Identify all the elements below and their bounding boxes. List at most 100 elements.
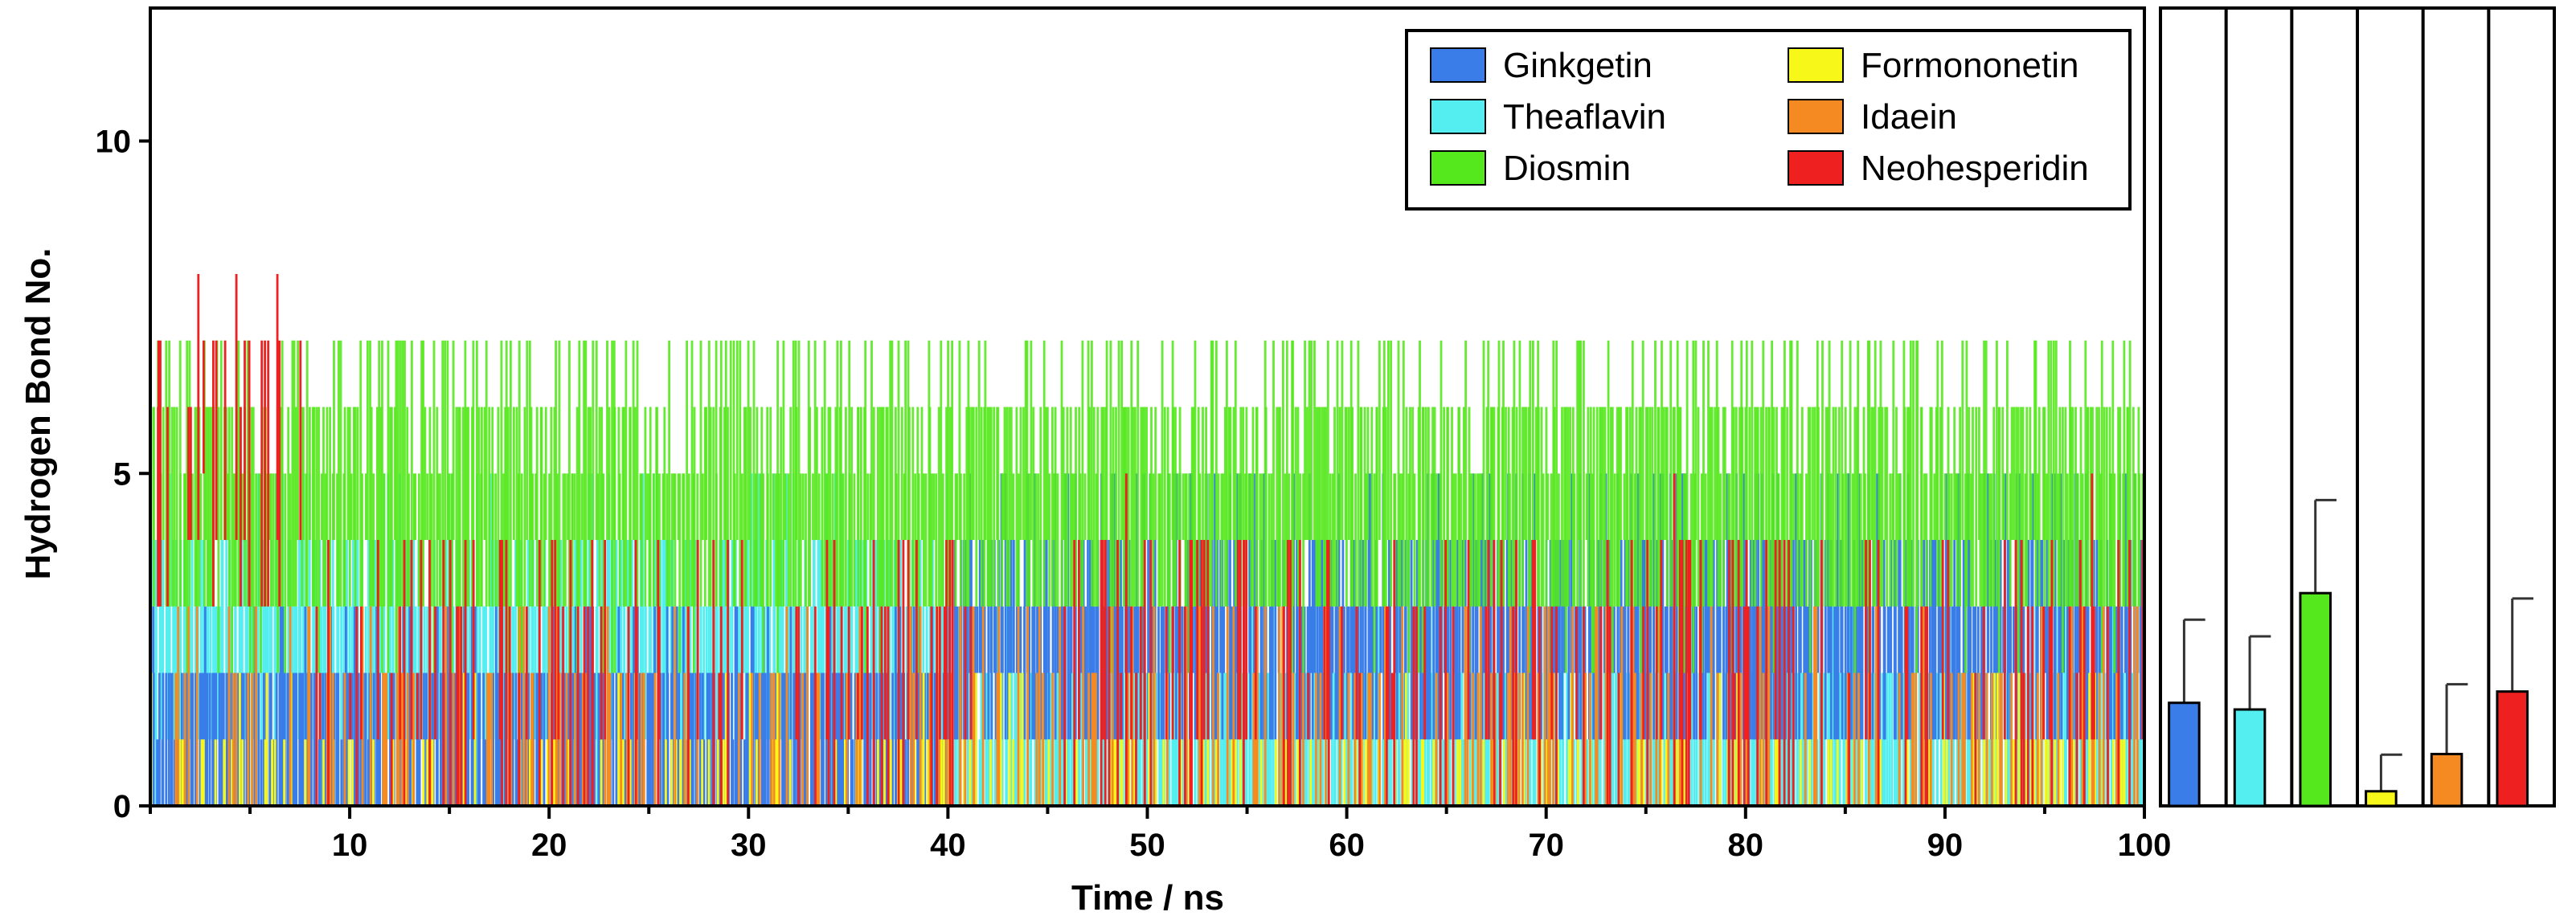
hbond-bar xyxy=(1341,340,1344,541)
hbond-bar xyxy=(315,606,318,807)
hbond-bar xyxy=(1120,540,1122,673)
hbond-bar xyxy=(1805,473,1808,607)
hbond-bar xyxy=(1345,407,1348,607)
hbond-bar xyxy=(872,407,875,607)
hbond-bar xyxy=(535,673,539,806)
hbond-bar xyxy=(268,606,271,673)
hbond-bar xyxy=(1389,540,1391,740)
hbond-bar xyxy=(1874,606,1878,807)
hbond-bar xyxy=(1476,540,1479,740)
hbond-bar xyxy=(2123,340,2126,607)
hbond-bar xyxy=(1870,673,1873,806)
hbond-bar xyxy=(602,473,605,673)
hbond-bar xyxy=(1886,673,1889,806)
hbond-bar xyxy=(634,407,637,540)
hbond-bar xyxy=(565,673,568,806)
hbond-bar xyxy=(1953,407,1956,540)
hbond-bar xyxy=(712,407,715,607)
hbond-bar xyxy=(1152,473,1155,607)
hbond-bar xyxy=(158,340,160,607)
hbond-bar xyxy=(403,340,406,607)
hbond-bar xyxy=(760,407,764,607)
hbond-bar xyxy=(948,540,952,806)
hbond-bar xyxy=(562,606,564,807)
hbond-bar xyxy=(2095,407,2099,540)
hbond-bar xyxy=(1673,473,1676,807)
hbond-bar xyxy=(1748,407,1751,540)
hbond-bar xyxy=(1367,673,1370,806)
hbond-bar xyxy=(1385,407,1387,607)
hbond-bar xyxy=(1841,340,1844,607)
hbond-bar xyxy=(579,540,583,740)
hbond-bar xyxy=(775,473,777,607)
hbond-bar xyxy=(211,673,214,806)
hbond-bar xyxy=(858,606,862,807)
hbond-bar xyxy=(608,673,612,806)
hbond-bar xyxy=(190,407,192,540)
hbond-bar xyxy=(615,540,618,740)
hbond-bar xyxy=(978,540,981,673)
hbond-bar xyxy=(1813,407,1816,607)
hbond-bar xyxy=(2098,673,2101,806)
hbond-bar xyxy=(976,606,979,673)
hbond-bar xyxy=(1261,473,1263,607)
hbond-bar xyxy=(1154,407,1157,540)
hbond-bar xyxy=(199,673,202,806)
hbond-bar xyxy=(1360,407,1363,607)
hbond-bar xyxy=(179,540,182,740)
hbond-bar xyxy=(831,673,834,806)
hbond-bar xyxy=(385,673,388,806)
hbond-bar xyxy=(458,407,461,607)
hbond-bar xyxy=(1352,540,1354,740)
hbond-bar xyxy=(1315,673,1317,806)
hbond-bar xyxy=(617,673,620,806)
hbond-bar xyxy=(483,407,486,540)
hbond-bar xyxy=(1830,473,1833,607)
hbond-bar xyxy=(532,540,534,740)
hbond-bar xyxy=(477,407,481,607)
hbond-bar xyxy=(1255,606,1259,807)
legend-label: Formononetin xyxy=(1861,46,2078,85)
hbond-bar xyxy=(1490,673,1493,806)
hbond-bar xyxy=(326,407,329,540)
hbond-bar xyxy=(2062,407,2064,673)
hbond-bar xyxy=(805,673,807,806)
hbond-bar xyxy=(550,407,553,607)
hbond-bar xyxy=(900,407,903,540)
hbond-bar xyxy=(548,473,551,607)
hbond-bar xyxy=(1431,407,1434,540)
hbond-bar xyxy=(343,407,346,607)
hbond-bar xyxy=(2026,606,2029,807)
hbond-bar xyxy=(735,340,739,541)
hbond-bar xyxy=(313,407,316,607)
hbond-bar xyxy=(428,540,431,806)
legend-label: Theaflavin xyxy=(1503,97,1666,137)
hbond-bar xyxy=(1473,473,1476,607)
hbond-bar xyxy=(1503,673,1506,806)
hbond-bar xyxy=(1552,673,1554,806)
hbond-bar xyxy=(688,739,691,807)
hbond-bar xyxy=(1933,473,1936,541)
hbond-bar xyxy=(200,673,203,806)
hbond-bar xyxy=(158,673,161,806)
hbond-bar xyxy=(1451,407,1453,607)
hbond-bar xyxy=(252,407,255,673)
hbond-bar xyxy=(827,606,830,807)
hbond-bar xyxy=(1259,739,1263,807)
hbond-bar xyxy=(1906,606,1909,740)
hbond-bar xyxy=(860,407,862,607)
hbond-bar xyxy=(1268,606,1272,740)
hbond-bar xyxy=(813,340,817,541)
hbond-bar xyxy=(1358,673,1362,806)
hbond-bar xyxy=(711,673,714,806)
hbond-bar xyxy=(748,673,752,806)
hbond-bar xyxy=(2065,673,2067,806)
hbond-bar xyxy=(2000,673,2003,806)
hbond-bar xyxy=(1259,473,1262,607)
hbond-bar xyxy=(1692,340,1695,673)
hbond-bar xyxy=(1054,407,1057,607)
hbond-bar xyxy=(339,340,342,607)
hbond-bar xyxy=(645,606,647,673)
hbond-bar xyxy=(240,673,244,806)
hbond-bar xyxy=(686,340,688,607)
